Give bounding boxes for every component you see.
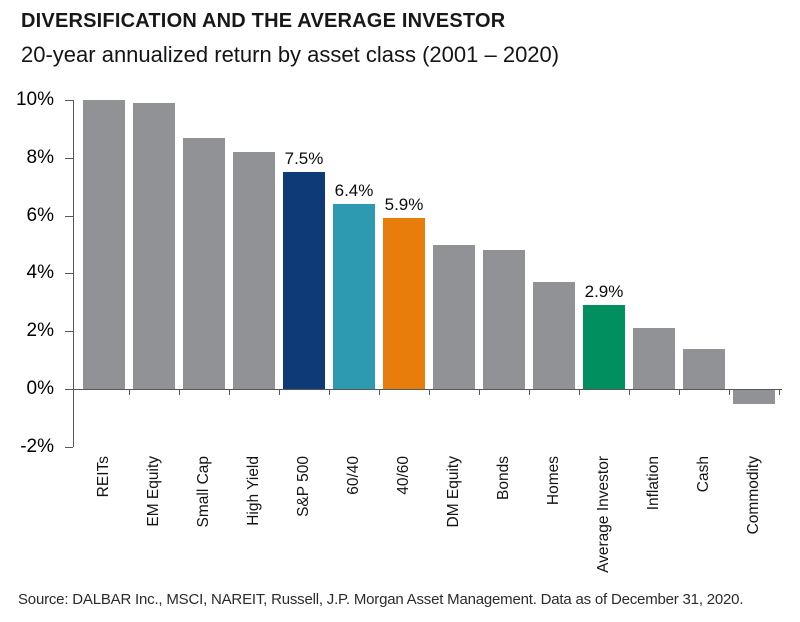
x-axis-tick bbox=[379, 390, 380, 395]
zero-baseline bbox=[73, 389, 782, 390]
y-axis-line bbox=[73, 100, 74, 447]
source-note: Source: DALBAR Inc., MSCI, NAREIT, Russe… bbox=[18, 591, 744, 608]
x-axis-tick bbox=[679, 390, 680, 395]
y-axis-label: 4% bbox=[26, 262, 54, 284]
y-axis-tick bbox=[65, 273, 73, 275]
bar-value-label: 6.4% bbox=[334, 181, 374, 201]
x-axis-label: DM Equity bbox=[445, 456, 462, 528]
x-axis-tick bbox=[279, 390, 280, 395]
bar-small-cap bbox=[183, 137, 225, 389]
bar-40-60 bbox=[383, 218, 425, 389]
bar-60-40 bbox=[333, 204, 375, 389]
bar-commodity bbox=[733, 390, 775, 405]
bar-value-label: 2.9% bbox=[584, 282, 624, 302]
x-axis-tick bbox=[179, 390, 180, 395]
y-axis-label: 6% bbox=[26, 204, 54, 226]
x-axis-label: 60/40 bbox=[345, 456, 362, 495]
x-axis-label: Bonds bbox=[495, 456, 512, 500]
y-axis-label: -2% bbox=[20, 435, 54, 457]
x-axis-label: 40/60 bbox=[395, 456, 412, 495]
y-axis-tick bbox=[65, 157, 73, 159]
x-axis-label: Inflation bbox=[645, 456, 662, 511]
x-axis-label: Cash bbox=[695, 456, 712, 493]
bar-inflation bbox=[633, 328, 675, 389]
x-axis-label: Average Investor bbox=[595, 456, 612, 573]
x-axis-tick bbox=[479, 390, 480, 395]
y-axis-tick bbox=[65, 389, 73, 390]
x-axis-tick bbox=[729, 390, 730, 395]
x-axis-label: EM Equity bbox=[145, 456, 162, 527]
bar-s-p-500 bbox=[283, 172, 325, 389]
y-axis-tick bbox=[65, 331, 73, 333]
y-axis-tick bbox=[65, 446, 73, 448]
bar-homes bbox=[533, 282, 575, 389]
bar-bonds bbox=[483, 250, 525, 389]
x-axis-tick bbox=[529, 390, 530, 395]
page-title: DIVERSIFICATION AND THE AVERAGE INVESTOR bbox=[21, 10, 506, 32]
bar-em-equity bbox=[133, 102, 175, 389]
x-axis-tick bbox=[329, 390, 330, 395]
bar-value-label: 7.5% bbox=[284, 149, 324, 169]
y-axis-label: 0% bbox=[26, 378, 54, 399]
x-axis-tick bbox=[429, 390, 430, 395]
y-axis-tick bbox=[65, 100, 73, 101]
x-axis-tick bbox=[579, 390, 580, 395]
x-axis-label: Commodity bbox=[745, 456, 762, 535]
x-axis-label: S&P 500 bbox=[295, 456, 312, 517]
x-axis-tick bbox=[129, 390, 130, 395]
y-axis-label: 10% bbox=[15, 89, 54, 110]
x-axis-label: REITs bbox=[95, 456, 112, 498]
page-subtitle: 20-year annualized return by asset class… bbox=[21, 42, 560, 67]
x-axis-label: High Yield bbox=[245, 456, 262, 526]
x-axis-label: Homes bbox=[545, 456, 562, 506]
y-axis-label: 8% bbox=[26, 146, 54, 168]
bar-reits bbox=[83, 100, 125, 389]
x-axis-label: Small Cap bbox=[195, 456, 212, 528]
bar-average-investor bbox=[583, 305, 625, 389]
y-axis-label: 2% bbox=[26, 320, 54, 342]
bar-value-label: 5.9% bbox=[384, 195, 424, 215]
bar-cash bbox=[683, 348, 725, 389]
x-axis-tick bbox=[629, 390, 630, 395]
x-axis-tick bbox=[229, 390, 230, 395]
bar-high-yield bbox=[233, 152, 275, 389]
bar-dm-equity bbox=[433, 244, 475, 389]
y-axis-tick bbox=[65, 215, 73, 217]
x-axis-tick bbox=[779, 390, 780, 395]
